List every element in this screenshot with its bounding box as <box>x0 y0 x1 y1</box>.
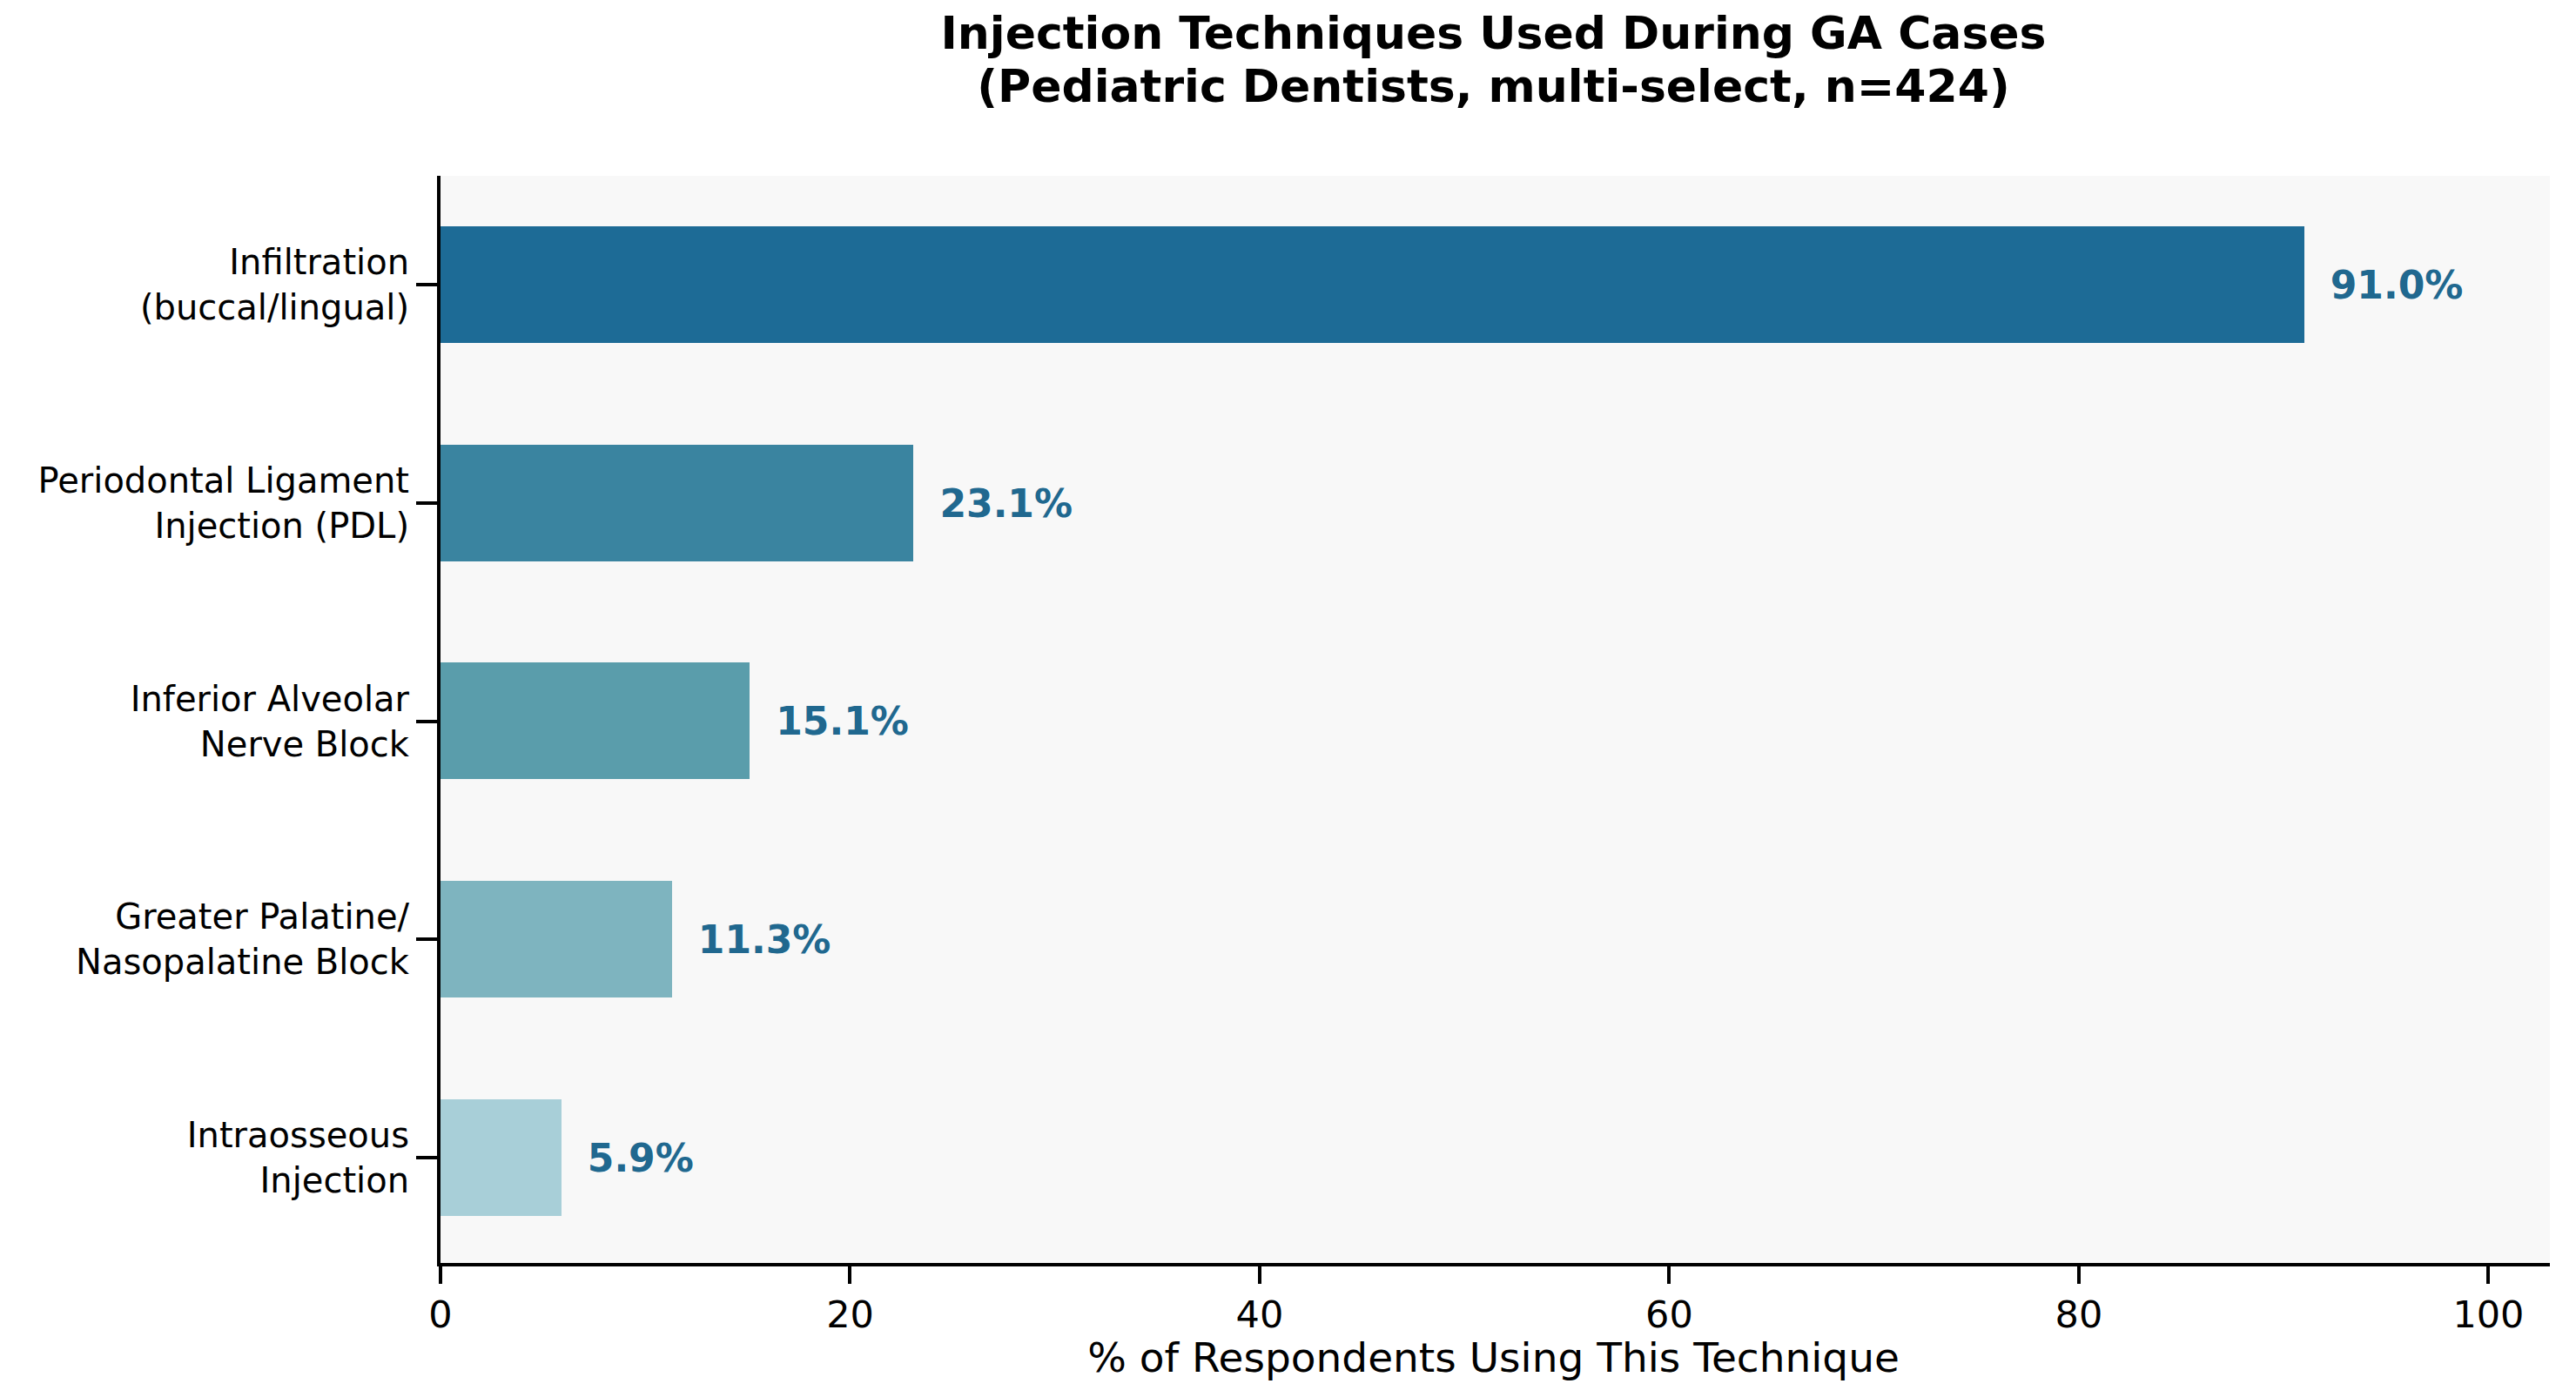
y-axis-tick <box>416 1156 437 1159</box>
x-axis-tick-label: 100 <box>2452 1293 2524 1336</box>
bar-value-label: 11.3% <box>698 917 831 962</box>
y-axis-tick <box>416 283 437 286</box>
category-label: Inferior Alveolar Nerve Block <box>0 676 409 767</box>
chart-title-line-1: Injection Techniques Used During GA Case… <box>437 7 2550 60</box>
bar-row: 5.9% <box>441 1048 2550 1266</box>
bar <box>441 445 913 561</box>
bar <box>441 662 750 779</box>
x-axis-tick-label: 40 <box>1236 1293 1284 1336</box>
y-axis-tick <box>416 720 437 723</box>
chart-title-line-2: (Pediatric Dentists, multi-select, n=424… <box>437 60 2550 113</box>
bar-row: 15.1% <box>441 612 2550 830</box>
bar-value-label: 5.9% <box>588 1135 694 1179</box>
x-axis-tick <box>439 1266 442 1284</box>
chart-title: Injection Techniques Used During GA Case… <box>437 7 2550 114</box>
bar-value-label: 91.0% <box>2331 263 2464 307</box>
x-axis-tick <box>2486 1266 2490 1284</box>
y-axis-category-labels: Infiltration (buccal/lingual) Periodontal… <box>0 176 409 1266</box>
chart-figure: Injection Techniques Used During GA Case… <box>0 0 2576 1397</box>
bar <box>441 1099 562 1216</box>
category-label: Periodontal Ligament Injection (PDL) <box>0 458 409 548</box>
bar-row: 11.3% <box>441 830 2550 1049</box>
x-axis-label: % of Respondents Using This Technique <box>437 1333 2550 1381</box>
plot-area: 91.0% 23.1% 15.1% 11.3% 5.9% <box>437 176 2550 1266</box>
category-label: Infiltration (buccal/lingual) <box>0 239 409 330</box>
x-axis-tick <box>848 1266 851 1284</box>
bar-row: 23.1% <box>441 394 2550 613</box>
x-axis-tick-label: 60 <box>1645 1293 1693 1336</box>
bar-value-label: 15.1% <box>776 699 909 743</box>
x-axis-tick-label: 80 <box>2055 1293 2103 1336</box>
y-axis-tick <box>416 501 437 505</box>
x-axis-tick <box>1258 1266 1261 1284</box>
x-axis-tick-label: 20 <box>826 1293 874 1336</box>
bar <box>441 881 672 997</box>
bar-row: 91.0% <box>441 176 2550 394</box>
category-label: Greater Palatine/ Nasopalatine Block <box>0 894 409 984</box>
x-axis-tick-label: 0 <box>428 1293 452 1336</box>
x-axis-tick <box>2077 1266 2081 1284</box>
x-axis-tick <box>1667 1266 1671 1284</box>
y-axis-tick <box>416 937 437 941</box>
category-label: Intraosseous Injection <box>0 1112 409 1203</box>
bar-value-label: 23.1% <box>939 480 1073 525</box>
bar <box>441 226 2304 343</box>
